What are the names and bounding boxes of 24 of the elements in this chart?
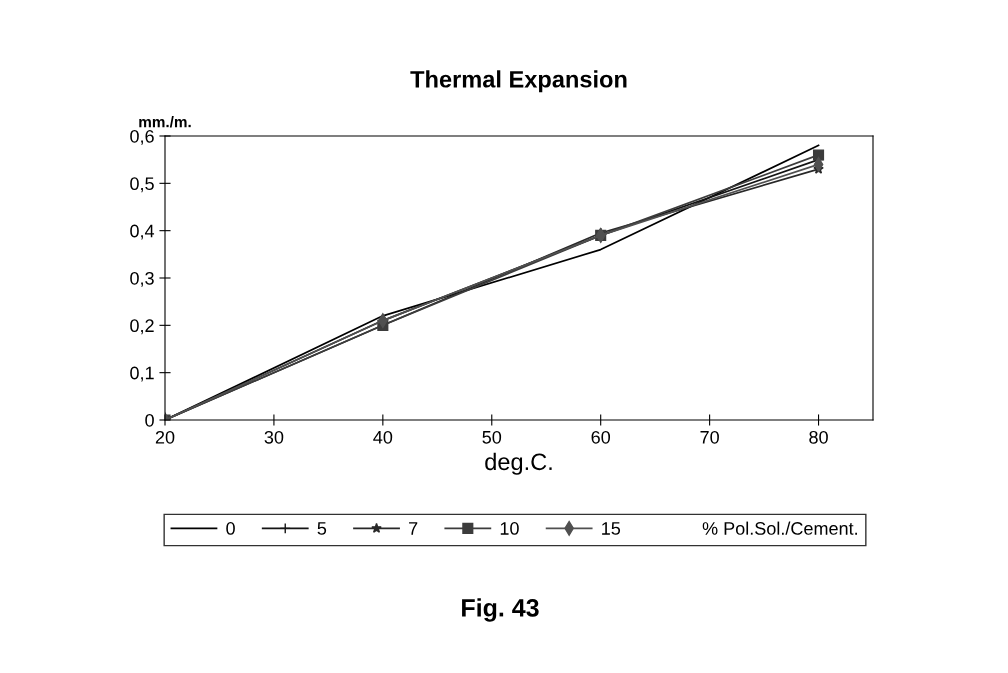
legend-label: 5 [317, 522, 327, 535]
legend-label: 7 [409, 522, 418, 535]
y-tick-label: 0,3 [130, 271, 154, 287]
legend-label: 15 [602, 522, 621, 535]
chart-title: Thermal Expansion [410, 70, 627, 93]
y-tick-label: 0,2 [130, 319, 154, 335]
legend-title: % Pol.Sol./Cement. [702, 521, 857, 535]
legend-label: 10 [500, 522, 519, 535]
y-tick-label: 0,5 [130, 177, 154, 193]
x-tick-label: 40 [373, 430, 393, 444]
x-tick-label: 60 [591, 430, 611, 444]
x-tick-label: 30 [264, 430, 284, 444]
y-tick-label: 0 [145, 413, 154, 427]
y-tick-label: 0,4 [130, 224, 155, 240]
legend-label: 0 [226, 522, 235, 535]
y-axis-title: mm./m. [139, 116, 191, 128]
x-tick-label: 80 [809, 430, 828, 444]
x-tick-label: 70 [700, 430, 719, 444]
caption: Fig. 43 [462, 598, 539, 622]
y-tick-label: 0,6 [130, 129, 154, 145]
x-axis-title: deg.C. [485, 452, 552, 475]
y-tick-label: 0,1 [130, 366, 154, 382]
x-tick-label: 20 [155, 430, 175, 444]
x-tick-label: 50 [482, 430, 502, 444]
